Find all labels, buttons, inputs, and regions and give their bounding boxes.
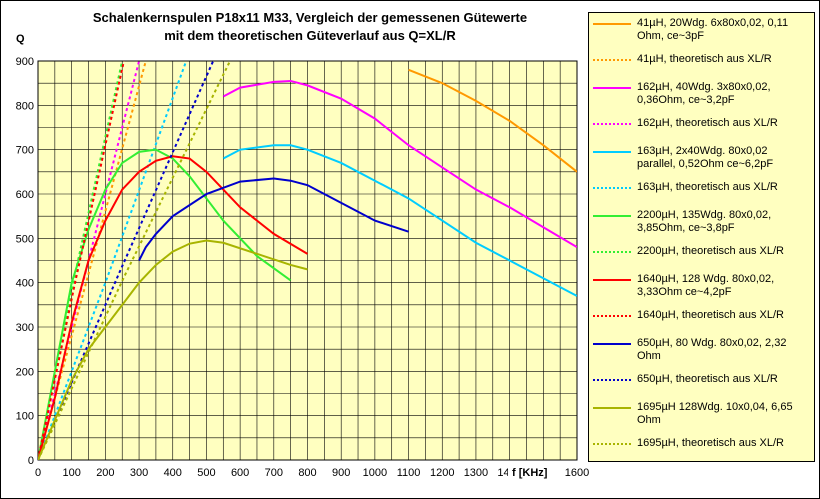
y-tick-label: 500: [16, 233, 34, 245]
series-line: [38, 61, 125, 460]
chart-subtitle: mit dem theoretischen Güteverlauf aus Q=…: [164, 28, 456, 43]
series-line: [138, 177, 409, 261]
x-tick-label: 600: [231, 467, 249, 479]
legend-swatch: [593, 379, 631, 381]
x-tick-label: 300: [130, 467, 148, 479]
x-tick-label: 0: [35, 467, 41, 479]
x-axis-label: f [KHz]: [512, 467, 548, 479]
legend-swatch: [593, 87, 631, 89]
legend-label: 650µH, 80 Wdg. 80x0,02, 2,32 Ohm: [637, 337, 787, 362]
x-tick-label: 1200: [430, 467, 454, 479]
legend-label: 163µH, 2x40Wdg. 80x0,02 parallel, 0,52Oh…: [637, 145, 774, 170]
series-line: [38, 155, 309, 460]
legend-swatch: [593, 187, 631, 189]
x-tick-label: 1100: [397, 467, 421, 479]
legend-label: 41µH, theoretisch aus XL/R: [637, 53, 772, 65]
y-tick-label: 400: [16, 278, 34, 290]
series-line: [408, 68, 577, 173]
legend-swatch: [593, 123, 631, 125]
legend-label: 1695µH, theoretisch aus XL/R: [637, 437, 784, 449]
legend-label: 1695µH 128Wdg. 10x0,04, 6,65 Ohm: [637, 401, 793, 426]
x-tick-label: 700: [265, 467, 283, 479]
y-tick-label: 600: [16, 189, 34, 201]
y-tick-label: 100: [16, 411, 34, 423]
legend-label: 163µH, theoretisch aus XL/R: [637, 181, 778, 193]
y-tick-label: 300: [16, 322, 34, 334]
y-tick-label: 700: [16, 145, 34, 157]
x-label-bg: [508, 465, 560, 479]
x-tick-label: 400: [164, 467, 182, 479]
x-tick-label: 1600: [565, 467, 589, 479]
legend-label: 2200µH, 135Wdg. 80x0,02, 3,85Ohm, ce~3,8…: [637, 209, 772, 234]
legend-swatch: [593, 23, 631, 25]
legend-swatch: [593, 343, 631, 345]
x-tick-label: 800: [298, 467, 316, 479]
series-line: [222, 79, 577, 249]
legend-swatch: [593, 315, 631, 317]
series-line: [222, 144, 577, 297]
legend-swatch: [593, 59, 631, 61]
series-line: [38, 239, 308, 460]
legend-swatch: [593, 407, 631, 409]
legend-swatch: [593, 279, 631, 281]
chart-title: Schalenkernspulen P18x11 M33, Vergleich …: [93, 10, 527, 25]
legend-label: 1640µH, theoretisch aus XL/R: [637, 309, 784, 321]
series-line: [38, 148, 292, 460]
legend-label: 1640µH, 128 Wdg. 80x0,02, 3,33Ohm ce~4,2…: [637, 273, 775, 298]
legend-label: 162µH, theoretisch aus XL/R: [637, 117, 778, 129]
x-tick-label: 100: [63, 467, 81, 479]
y-tick-label: 800: [16, 100, 34, 112]
plot-border: [37, 60, 578, 461]
legend-swatch: [593, 443, 631, 445]
x-tick-label: 1300: [464, 467, 488, 479]
x-tick-label: 500: [197, 467, 215, 479]
y-axis-label: Q: [16, 33, 25, 45]
legend-label: 162µH, 40Wdg. 3x80x0,02, 0,36Ohm, ce~3,2…: [637, 81, 771, 106]
x-tick-label: 1000: [363, 467, 387, 479]
y-tick-label: 0: [28, 455, 34, 467]
y-tick-label: 900: [16, 56, 34, 68]
legend: 41µH, 20Wdg. 6x80x0,02, 0,11 Ohm, ce~3pF…: [588, 12, 815, 462]
legend-swatch: [593, 215, 631, 217]
legend-label: 650µH, theoretisch aus XL/R: [637, 373, 778, 385]
y-tick-label: 200: [16, 366, 34, 378]
x-tick-label: 900: [332, 467, 350, 479]
legend-swatch: [593, 151, 631, 153]
series-line: [38, 61, 147, 460]
legend-label: 2200µH, theoretisch aus XL/R: [637, 245, 784, 257]
legend-swatch: [593, 251, 631, 253]
series-line: [38, 61, 231, 460]
x-tick-label: 200: [96, 467, 114, 479]
legend-label: 41µH, 20Wdg. 6x80x0,02, 0,11 Ohm, ce~3pF: [637, 17, 789, 42]
